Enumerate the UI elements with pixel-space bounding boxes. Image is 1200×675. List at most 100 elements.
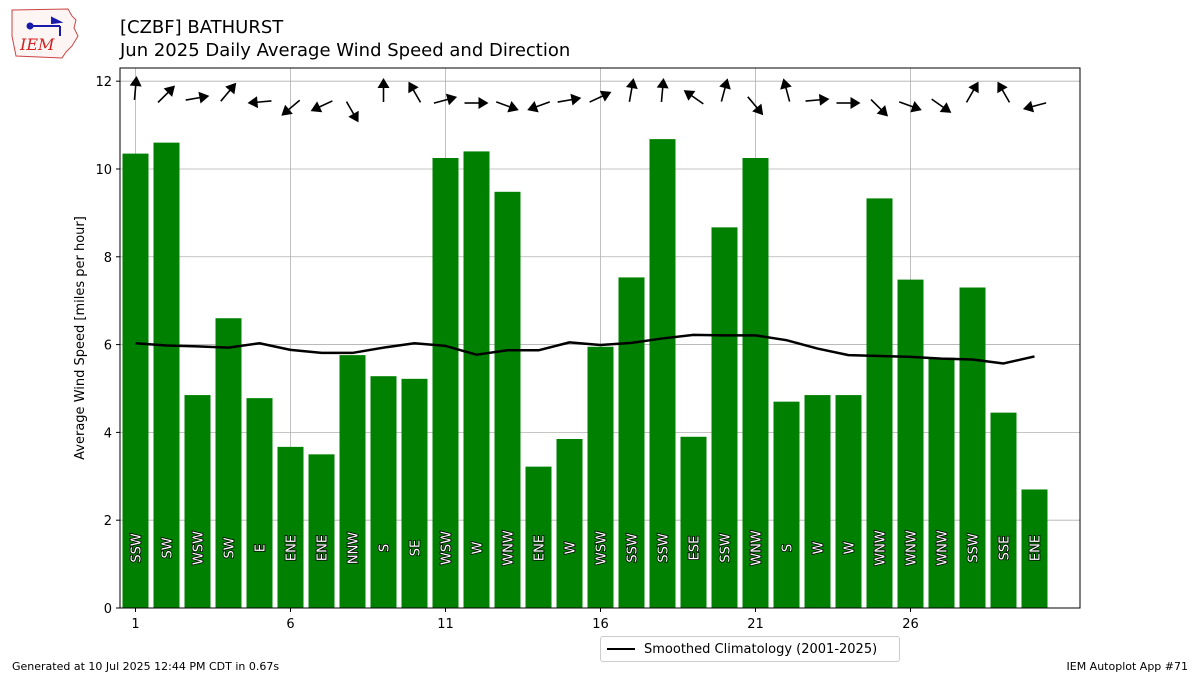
wind-arrow-head	[780, 78, 792, 90]
direction-label: SSE	[998, 536, 1013, 561]
wind-arrow-head	[310, 101, 323, 113]
bar	[122, 153, 149, 609]
x-tick-label: 1	[131, 617, 139, 632]
bar	[711, 227, 738, 609]
wind-arrow-head	[850, 97, 861, 109]
bar	[184, 395, 211, 608]
bar	[370, 376, 397, 608]
wind-arrow-shaft	[931, 98, 945, 109]
wind-arrow	[220, 82, 237, 102]
bar	[866, 198, 893, 608]
wind-arrow-shaft	[495, 101, 511, 108]
bar	[1021, 489, 1048, 608]
bar	[463, 151, 490, 609]
wind-arrow	[495, 101, 519, 113]
wind-arrow-head	[527, 101, 539, 113]
iowa-outline-icon	[11, 8, 79, 59]
plot-frame	[119, 67, 1081, 609]
direction-label: NNW	[347, 532, 362, 564]
direction-labels: SSW SW WSW SW E ENE ENE NNW S SE WSW W WNW ENE W WSW SSW…	[129, 529, 1045, 566]
direction-label: ENE	[1029, 535, 1044, 561]
direction-label: SSW	[967, 533, 982, 563]
wind-arrow	[129, 76, 142, 101]
weather-station-icon	[26, 16, 64, 36]
wind-arrow-head	[377, 78, 390, 88]
wind-arrow-shaft	[965, 89, 975, 103]
wind-arrow-shaft	[220, 89, 232, 102]
y-tick-label: 6	[104, 339, 112, 354]
y-tick-label: 10	[95, 163, 112, 178]
wind-arrow	[377, 78, 390, 102]
wind-arrow-shaft	[784, 86, 791, 102]
wind-arrow-shaft	[318, 100, 333, 108]
wind-arrow-head	[507, 101, 519, 113]
bar	[649, 139, 676, 608]
bar	[804, 395, 831, 608]
direction-label: WNW	[905, 530, 920, 566]
wind-arrow-shaft	[660, 86, 664, 103]
bar	[680, 436, 707, 608]
wind-arrow	[589, 90, 612, 103]
direction-label: SSW	[626, 533, 641, 563]
wind-arrow-head	[818, 93, 830, 106]
bar	[432, 158, 459, 608]
generated-timestamp: Generated at 10 Jul 2025 12:44 PM CDT in…	[12, 660, 280, 673]
wind-arrow	[557, 93, 582, 106]
direction-label: SSW	[657, 533, 672, 563]
wind-arrow	[310, 100, 333, 113]
iem-logo: IEM	[11, 8, 79, 59]
direction-label: ENE	[533, 535, 548, 561]
direction-label: WNW	[874, 530, 889, 566]
wind-arrow-shaft	[870, 98, 883, 111]
bar	[897, 279, 924, 608]
wind-arrow-head	[163, 85, 175, 97]
direction-label: WSW	[595, 531, 610, 565]
direction-label: W	[471, 541, 486, 554]
wind-arrow-shaft	[1031, 102, 1047, 108]
wind-arrow-shaft	[628, 86, 633, 102]
wind-arrow-shaft	[720, 86, 727, 102]
direction-label: SW	[223, 537, 238, 558]
y-tick-label: 12	[95, 75, 112, 90]
wind-arrow-head	[348, 110, 359, 123]
bar	[277, 446, 304, 608]
wind-arrow	[870, 98, 888, 117]
wind-arrow-shaft	[690, 94, 704, 105]
wind-arrow-head	[445, 93, 458, 106]
wind-arrow	[247, 96, 272, 109]
wind-arrow-head	[198, 91, 210, 104]
legend-label: Smoothed Climatology (2001-2025)	[644, 641, 878, 657]
x-tick-label: 16	[592, 617, 609, 632]
wind-arrow-shaft	[157, 91, 170, 104]
wind-arrow-head	[408, 81, 419, 94]
x-tick-label: 21	[747, 617, 764, 632]
direction-label: W	[564, 541, 579, 554]
wind-arrow	[185, 91, 210, 104]
wind-arrow	[527, 101, 551, 113]
wind-arrow-head	[599, 90, 612, 102]
bar	[525, 466, 552, 608]
wind-arrow-shaft	[747, 96, 759, 109]
wind-arrow	[1022, 100, 1047, 113]
x-tick-label: 6	[286, 617, 294, 632]
wind-arrow-shaft	[287, 99, 301, 111]
wind-arrow	[805, 93, 830, 106]
wind-arrow-shaft	[805, 98, 821, 102]
direction-label: S	[378, 544, 393, 552]
direction-label: WSW	[192, 531, 207, 565]
app-label: IEM Autoplot App #71	[1066, 660, 1189, 673]
wind-arrow-shaft	[557, 98, 573, 103]
bar	[153, 142, 180, 608]
wind-arrow	[747, 96, 764, 116]
bar	[587, 346, 614, 608]
bar	[742, 158, 769, 608]
wind-arrow-head	[968, 81, 979, 94]
y-tick-label: 2	[104, 514, 112, 529]
wind-arrow-head	[683, 90, 696, 101]
wind-arrow	[281, 99, 301, 116]
chart-title: [CZBF] BATHURST	[120, 17, 284, 38]
wind-arrow-shaft	[589, 95, 604, 103]
direction-label: S	[781, 544, 796, 552]
wind-arrow	[898, 101, 922, 113]
